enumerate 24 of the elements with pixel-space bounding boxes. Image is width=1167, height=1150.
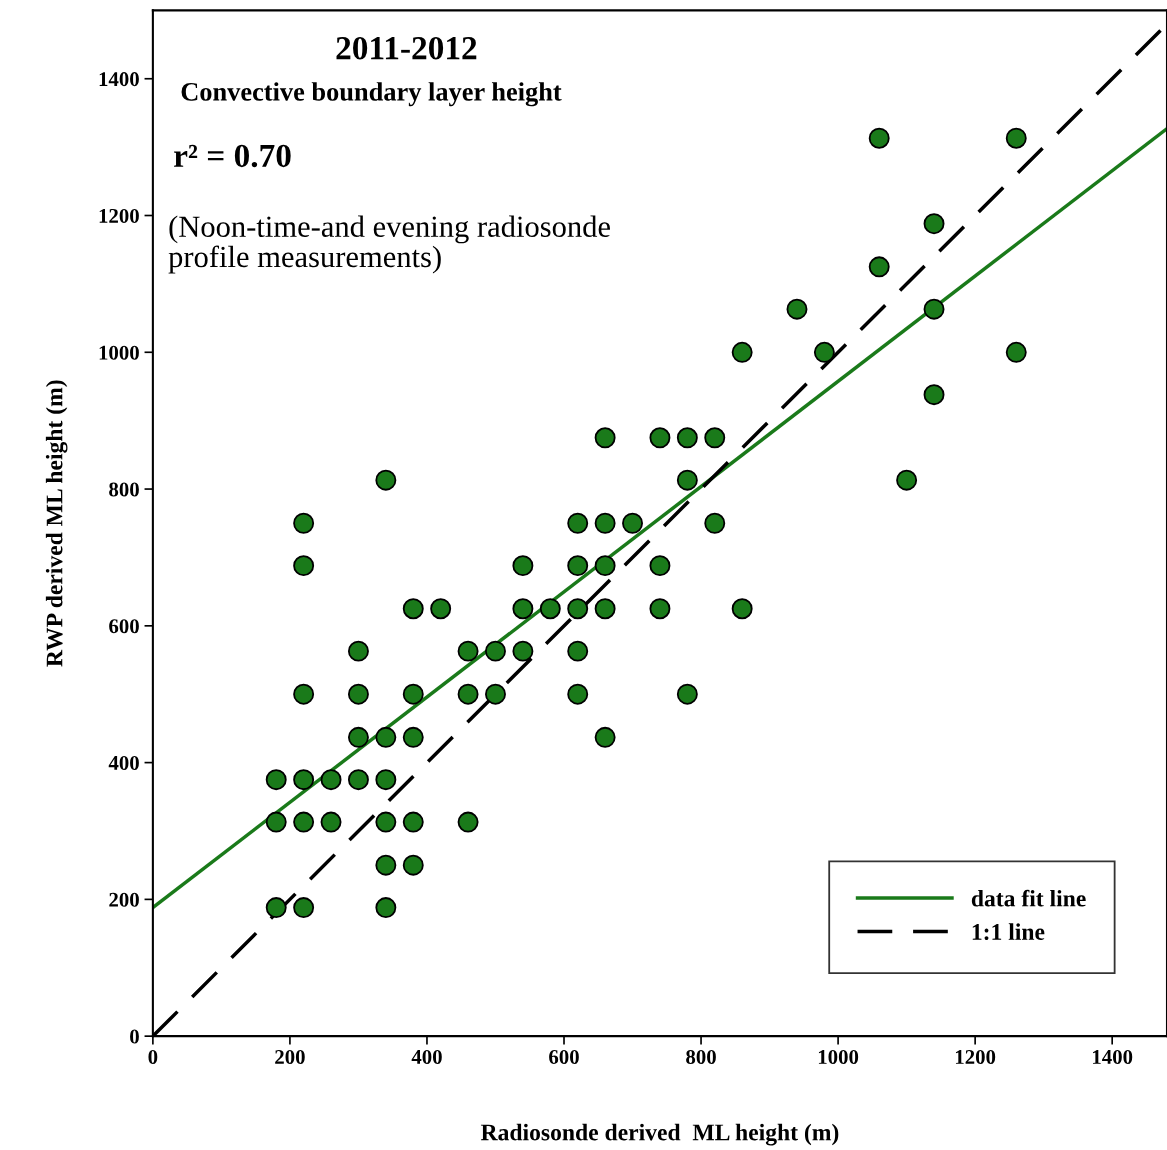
y-tick-label: 0 [130, 1029, 139, 1044]
x-tick-label: 400 [411, 1049, 442, 1065]
text: 2011-2012 [336, 36, 477, 60]
legend-label: data fit line [971, 889, 1086, 907]
y-axis-title: RWP derived ML height (m) [45, 380, 68, 667]
annotation: (Noon-time-and evening radiosonde profile measurements) [168, 215, 610, 274]
y-tick-label: 1200 [99, 208, 139, 223]
annotation: r² = 0.70 [174, 144, 291, 168]
text: Convective boundary layer height [181, 82, 562, 107]
y-tick-label: 1400 [99, 72, 139, 87]
y-tick-label: 800 [109, 482, 139, 497]
y-tick-label: 200 [109, 892, 139, 907]
legend-label: 1:1 line [972, 923, 1045, 941]
x-tick-label: 1400 [1093, 1049, 1133, 1065]
x-tick-label: 0 [148, 1049, 158, 1065]
y-tick-label: 400 [108, 755, 139, 771]
x-tick-label: 1000 [818, 1049, 859, 1065]
x-tick-label: 600 [549, 1049, 579, 1065]
x-tick-label: 800 [686, 1049, 716, 1065]
x-tick-label: 1200 [955, 1049, 996, 1065]
y-tick-label: 600 [109, 619, 139, 634]
x-tick-label: 200 [275, 1049, 305, 1065]
x-axis-title: Radiosonde derived ML height (m) [480, 1123, 839, 1146]
y-tick-label: 1000 [99, 345, 139, 360]
